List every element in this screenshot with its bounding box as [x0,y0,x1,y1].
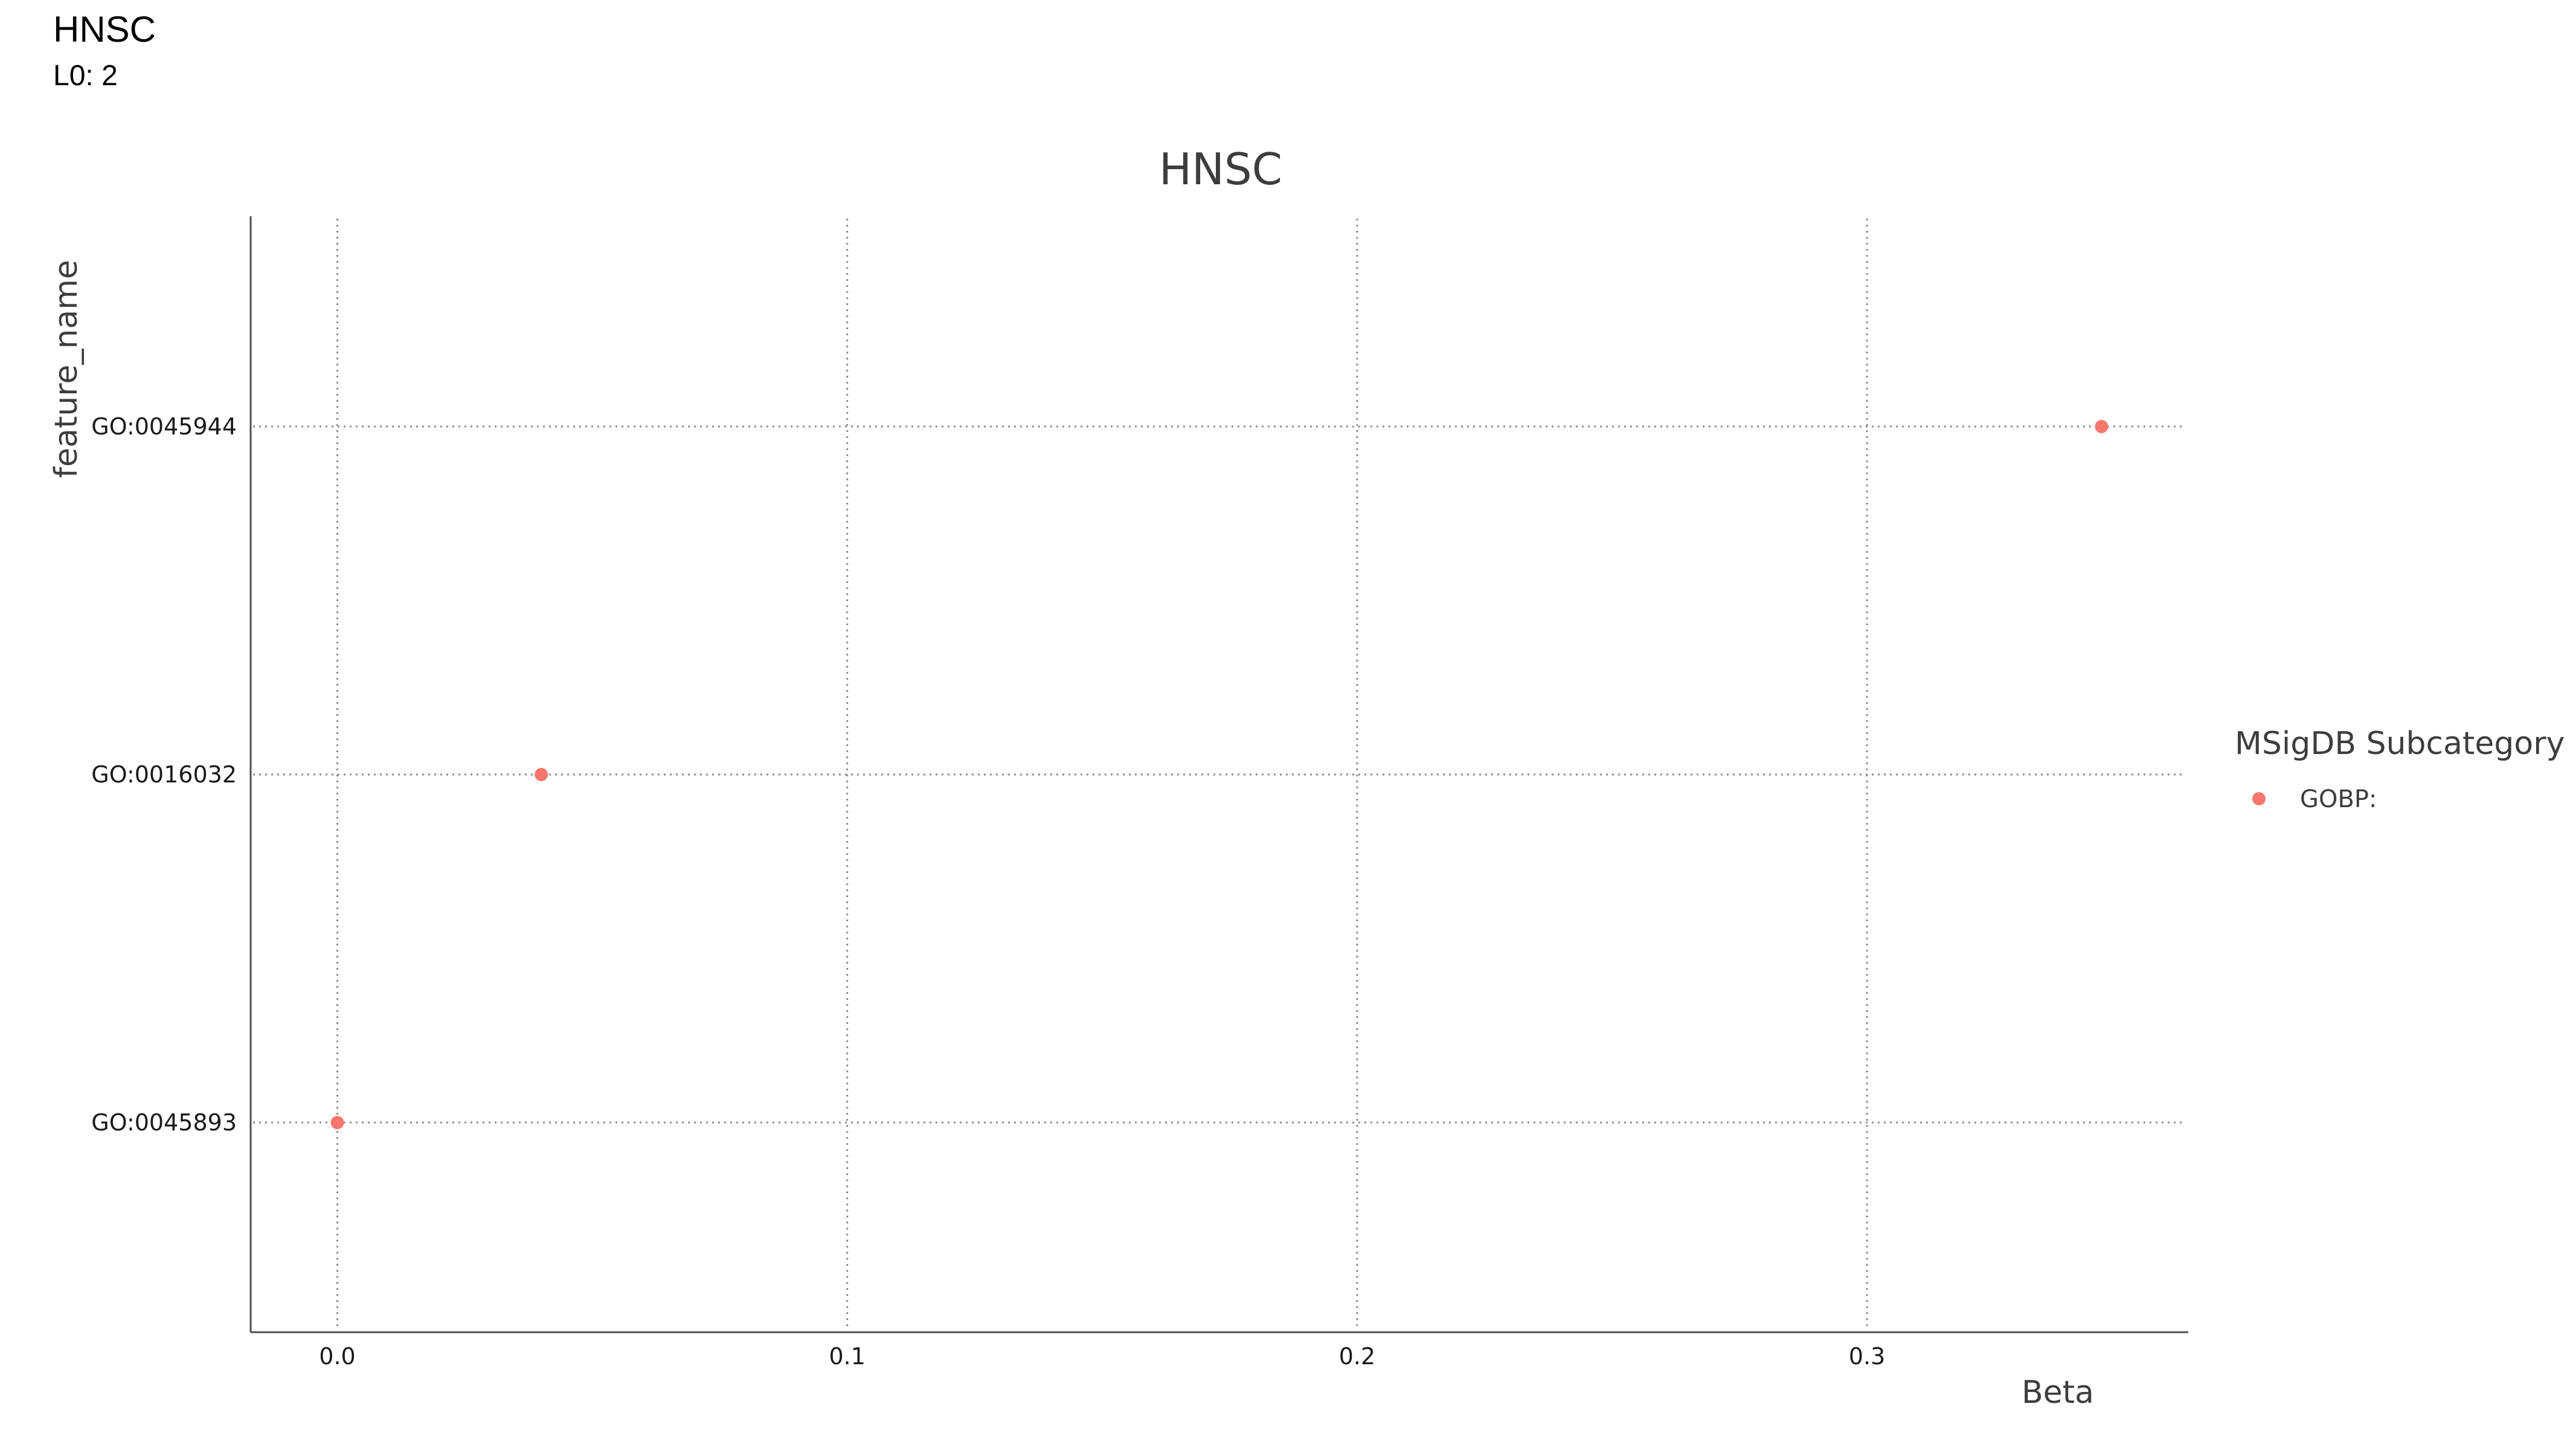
page-subtitle: L0: 2 [53,60,118,92]
chart-title: HNSC [1159,144,1282,195]
legend-title: MSigDB Subcategory [2235,726,2565,762]
legend-entry-label: GOBP: [2300,785,2377,813]
y-axis-title: feature_name [48,260,85,478]
data-points [330,420,2109,1129]
x-tick-label: 0.2 [1339,1343,1375,1370]
y-tick-label: GO:0045944 [91,413,237,440]
legend-entries: GOBP: [2252,785,2377,813]
grid-layer [253,219,2186,1330]
x-tick-label: 0.3 [1849,1343,1885,1370]
legend: MSigDB Subcategory GOBP: [2235,726,2565,813]
data-point [2095,420,2109,433]
x-tick-labels: 0.0 0.1 0.2 0.3 [319,1343,1885,1370]
page-header: HNSC L0: 2 [53,8,156,94]
y-tick-labels: GO:0045893 GO:0016032 GO:0045944 [91,413,237,1136]
data-point [330,1116,344,1129]
data-point [535,768,548,781]
page-title: HNSC [53,9,156,50]
y-tick-label: GO:0016032 [91,761,237,788]
legend-key-point [2252,792,2266,805]
x-tick-label: 0.0 [319,1343,355,1370]
y-tick-label: GO:0045893 [91,1109,237,1136]
x-axis-title: Beta [2022,1374,2094,1411]
x-tick-label: 0.1 [829,1343,866,1370]
